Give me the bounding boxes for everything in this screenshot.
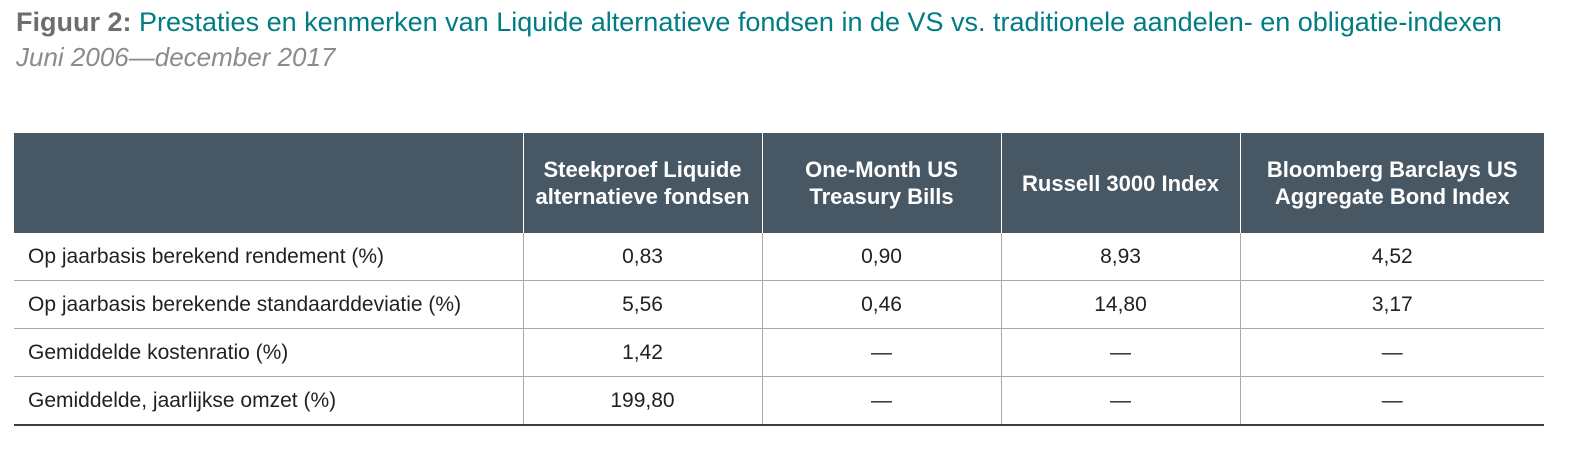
figure-title-block: Figuur 2: Prestaties en kenmerken van Li…	[16, 4, 1556, 74]
table-row: Op jaarbasis berekend rendement (%) 0,83…	[14, 233, 1544, 281]
table-cell: 8,93	[1000, 233, 1240, 281]
header-row: Steekproef Liquide alternatieve fondsen …	[14, 133, 1544, 233]
header-cell-liquid-alternatives: Steekproef Liquide alternatieve fondsen	[522, 133, 762, 233]
table-cell: 199,80	[522, 376, 762, 426]
table-cell: —	[1000, 376, 1240, 426]
table-cell: —	[1239, 328, 1544, 377]
table-cell: —	[1000, 328, 1240, 377]
header-cell-treasury-bills: One-Month US Treasury Bills	[761, 133, 1001, 233]
table-row: Gemiddelde kostenratio (%) 1,42 — — —	[14, 328, 1544, 377]
table-cell: —	[761, 328, 1001, 377]
table-body: Op jaarbasis berekend rendement (%) 0,83…	[14, 233, 1544, 426]
header-cell-empty	[14, 133, 523, 233]
table-cell: 3,17	[1239, 280, 1544, 329]
table-cell: 0,83	[522, 233, 762, 281]
comparison-table: Steekproef Liquide alternatieve fondsen …	[14, 133, 1544, 426]
table-header: Steekproef Liquide alternatieve fondsen …	[14, 133, 1544, 233]
table-row: Op jaarbasis berekende standaarddeviatie…	[14, 280, 1544, 329]
row-label: Gemiddelde kostenratio (%)	[14, 328, 523, 377]
table-cell: 1,42	[522, 328, 762, 377]
figure-title: Figuur 2: Prestaties en kenmerken van Li…	[16, 4, 1556, 40]
figure-subtitle: Juni 2006—december 2017	[16, 42, 336, 72]
table-cell: 0,90	[761, 233, 1001, 281]
table-cell: 14,80	[1000, 280, 1240, 329]
table-cell: —	[1239, 376, 1544, 426]
header-cell-bloomberg-barclays: Bloomberg Barclays US Aggregate Bond Ind…	[1239, 133, 1544, 233]
figure-number: Figuur 2:	[16, 7, 132, 37]
table-cell: —	[761, 376, 1001, 426]
header-cell-russell-3000: Russell 3000 Index	[1000, 133, 1240, 233]
figure-title-text: Prestaties en kenmerken van Liquide alte…	[139, 7, 1502, 37]
table-cell: 0,46	[761, 280, 1001, 329]
row-label: Gemiddelde, jaarlijkse omzet (%)	[14, 376, 523, 426]
table-row: Gemiddelde, jaarlijkse omzet (%) 199,80 …	[14, 376, 1544, 426]
row-label: Op jaarbasis berekende standaarddeviatie…	[14, 280, 523, 329]
table-cell: 5,56	[522, 280, 762, 329]
table-cell: 4,52	[1239, 233, 1544, 281]
row-label: Op jaarbasis berekend rendement (%)	[14, 233, 523, 281]
